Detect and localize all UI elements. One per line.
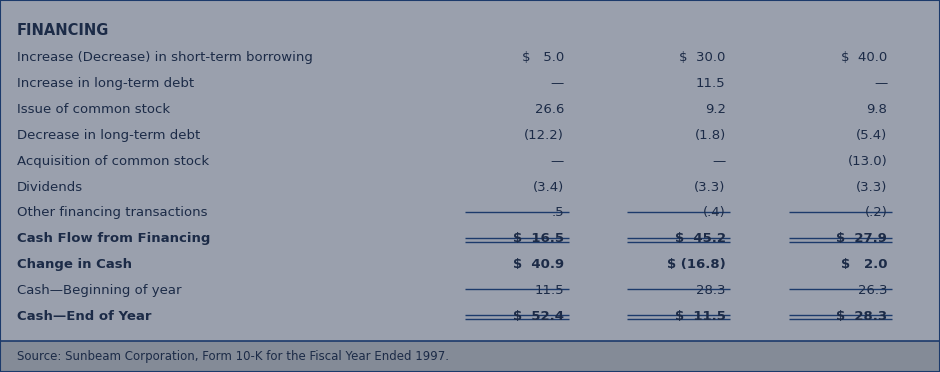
Text: (.2): (.2) [865, 206, 887, 219]
Text: (5.4): (5.4) [856, 129, 887, 142]
Text: 28.3: 28.3 [697, 284, 726, 297]
Text: Change in Cash: Change in Cash [17, 258, 132, 271]
Text: (3.4): (3.4) [533, 181, 564, 193]
Text: Cash—End of Year: Cash—End of Year [17, 310, 151, 323]
Text: —: — [551, 155, 564, 168]
Text: $  16.5: $ 16.5 [513, 232, 564, 245]
Text: Cash—Beginning of year: Cash—Beginning of year [17, 284, 181, 297]
Text: $  52.4: $ 52.4 [513, 310, 564, 323]
Text: $  28.3: $ 28.3 [837, 310, 887, 323]
Text: $  27.9: $ 27.9 [837, 232, 887, 245]
Text: $   5.0: $ 5.0 [522, 51, 564, 64]
Text: Increase in long-term debt: Increase in long-term debt [17, 77, 194, 90]
Text: $   2.0: $ 2.0 [841, 258, 887, 271]
Text: Dividends: Dividends [17, 181, 83, 193]
Text: —: — [874, 77, 887, 90]
Text: $  30.0: $ 30.0 [680, 51, 726, 64]
Text: Decrease in long-term debt: Decrease in long-term debt [17, 129, 200, 142]
Text: .5: .5 [552, 206, 564, 219]
Text: 26.6: 26.6 [535, 103, 564, 116]
Text: Issue of common stock: Issue of common stock [17, 103, 170, 116]
Text: (1.8): (1.8) [695, 129, 726, 142]
Text: 26.3: 26.3 [858, 284, 887, 297]
Text: $ (16.8): $ (16.8) [667, 258, 726, 271]
Text: Acquisition of common stock: Acquisition of common stock [17, 155, 209, 168]
Text: 11.5: 11.5 [534, 284, 564, 297]
Text: 9.8: 9.8 [867, 103, 887, 116]
Text: $  45.2: $ 45.2 [675, 232, 726, 245]
Text: $  40.0: $ 40.0 [841, 51, 887, 64]
Text: 11.5: 11.5 [696, 77, 726, 90]
Text: (3.3): (3.3) [695, 181, 726, 193]
Text: Cash Flow from Financing: Cash Flow from Financing [17, 232, 211, 245]
Text: $  40.9: $ 40.9 [513, 258, 564, 271]
Text: (3.3): (3.3) [856, 181, 887, 193]
Text: Other financing transactions: Other financing transactions [17, 206, 208, 219]
Text: (12.2): (12.2) [525, 129, 564, 142]
Text: $  11.5: $ 11.5 [675, 310, 726, 323]
Text: (13.0): (13.0) [848, 155, 887, 168]
Text: 9.2: 9.2 [705, 103, 726, 116]
Text: Source: Sunbeam Corporation, Form 10-K for the Fiscal Year Ended 1997.: Source: Sunbeam Corporation, Form 10-K f… [17, 350, 449, 363]
Bar [0, 341, 940, 372]
Text: (.4): (.4) [703, 206, 726, 219]
Text: —: — [551, 77, 564, 90]
Text: Increase (Decrease) in short-term borrowing: Increase (Decrease) in short-term borrow… [17, 51, 313, 64]
Text: FINANCING: FINANCING [17, 23, 109, 38]
Text: —: — [713, 155, 726, 168]
